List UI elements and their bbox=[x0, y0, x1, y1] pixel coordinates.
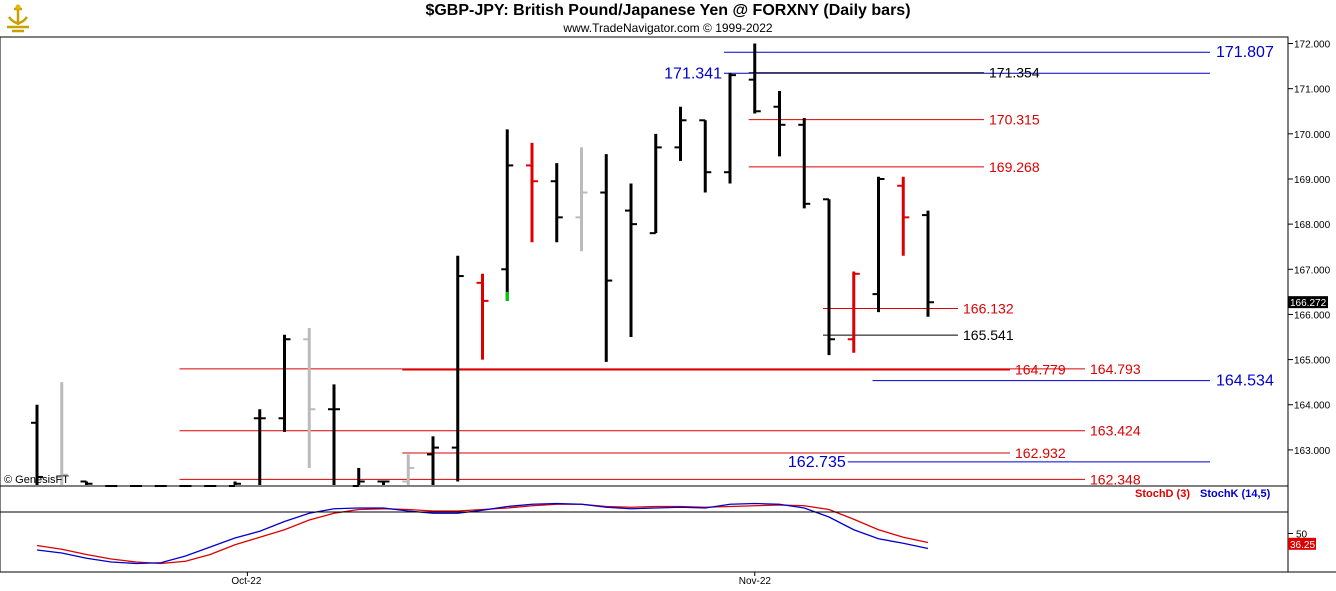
level-label: 164.534 bbox=[1216, 373, 1274, 390]
stoch-line-k bbox=[36, 502, 929, 565]
x-tick-label: Oct-22 bbox=[231, 576, 261, 587]
level-label: 165.541 bbox=[963, 327, 1014, 343]
axes: 172.000 171.000 170.000 169.000 168.000 167.0… bbox=[0, 36, 1336, 587]
chart-title: $GBP-JPY: British Pound/Japanese Yen @ F… bbox=[425, 2, 911, 19]
stochastic-panel bbox=[36, 502, 929, 565]
level-label: 170.315 bbox=[989, 112, 1040, 128]
stoch-tick-label: 50 bbox=[1296, 530, 1308, 541]
y-tick-label: 167.000 bbox=[1294, 265, 1331, 276]
price-frame bbox=[0, 36, 1289, 487]
level-label: 166.132 bbox=[963, 300, 1014, 316]
stoch-last-box bbox=[1288, 537, 1316, 550]
stoch-line-d bbox=[36, 503, 929, 565]
price-panel: 171.807 171.341 171.354 170.315 169.268 166.1… bbox=[31, 43, 1274, 487]
y-tick-label: 172.000 bbox=[1294, 40, 1331, 51]
last-price-box bbox=[1288, 296, 1328, 309]
level-label: 162.932 bbox=[1015, 445, 1066, 461]
level-label: 162.348 bbox=[1090, 471, 1141, 487]
legend-stochd: StochD (3) bbox=[1135, 488, 1190, 500]
level-label: 163.424 bbox=[1090, 423, 1141, 439]
x-tick-label: Nov-22 bbox=[739, 576, 772, 587]
last-price-label: 166.272 bbox=[1290, 298, 1327, 309]
level-label: 169.268 bbox=[989, 159, 1040, 175]
y-tick-label: 171.000 bbox=[1294, 85, 1331, 96]
y-tick-label: 165.000 bbox=[1294, 356, 1331, 367]
tradenavigator-logo-icon bbox=[3, 3, 33, 38]
chart-subtitle: www.TradeNavigator.com © 1999-2022 bbox=[563, 21, 773, 35]
y-tick-label: 166.000 bbox=[1294, 310, 1331, 321]
y-tick-label: 164.000 bbox=[1294, 401, 1331, 412]
watermark: © GenesisFT bbox=[4, 474, 69, 486]
y-tick-label: 169.000 bbox=[1294, 175, 1331, 186]
level-label: 164.793 bbox=[1090, 361, 1141, 377]
level-label: 164.779 bbox=[1015, 362, 1066, 378]
level-label: 162.735 bbox=[788, 454, 846, 471]
level-label: 171.341 bbox=[664, 65, 722, 82]
y-tick-label: 170.000 bbox=[1294, 130, 1331, 141]
y-tick-label: 163.000 bbox=[1294, 446, 1331, 457]
level-label: 171.807 bbox=[1216, 44, 1274, 61]
legend-stochk: StochK (14,5) bbox=[1200, 488, 1271, 500]
stoch-last-label: 36.25 bbox=[1290, 540, 1315, 551]
y-tick-label: 168.000 bbox=[1294, 220, 1331, 231]
level-label: 171.354 bbox=[989, 65, 1040, 81]
